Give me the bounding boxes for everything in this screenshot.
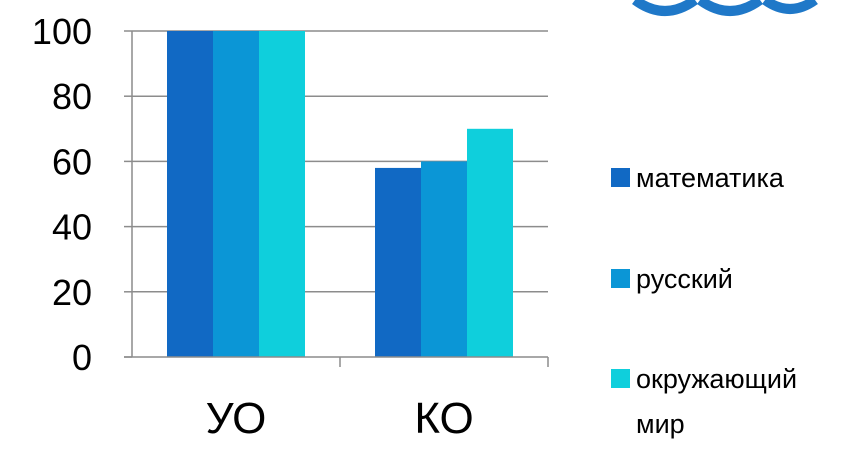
- x-category-label: УО: [206, 394, 267, 443]
- y-tick-label: 80: [52, 76, 92, 117]
- y-tick-label: 100: [32, 11, 92, 52]
- y-tick-label: 60: [52, 141, 92, 182]
- legend: математика русский окружающий мир: [611, 163, 797, 439]
- legend-swatch-русский: [611, 269, 630, 288]
- legend-label: окружающий: [636, 364, 797, 394]
- logo-arc-1: [632, 0, 698, 16]
- y-tick-label: 0: [72, 337, 92, 378]
- axes: [124, 30, 549, 367]
- bar-УО-русский: [213, 31, 259, 357]
- y-tick-label: 40: [52, 207, 92, 248]
- x-category-labels: УО КО: [206, 394, 474, 443]
- bar-КО-русский: [421, 161, 467, 357]
- x-category-label: КО: [414, 394, 473, 443]
- legend-label: мир: [636, 409, 685, 439]
- bars: [167, 31, 513, 357]
- y-tick-labels: 0 20 40 60 80 100: [32, 11, 92, 378]
- bar-УО-окружающий мир: [259, 31, 305, 357]
- corner-logo-fragment: [632, 0, 818, 16]
- y-tick-label: 20: [52, 272, 92, 313]
- bar-КО-математика: [375, 167, 421, 357]
- bar-УО-математика: [167, 31, 213, 357]
- logo-arc-3: [762, 0, 818, 14]
- legend-label: русский: [636, 264, 733, 294]
- bar-КО-окружающий мир: [467, 128, 513, 357]
- legend-label: математика: [636, 163, 785, 193]
- logo-arc-2: [697, 0, 763, 16]
- legend-swatch-математика: [611, 168, 630, 187]
- legend-swatch-окружающий мир: [611, 369, 630, 388]
